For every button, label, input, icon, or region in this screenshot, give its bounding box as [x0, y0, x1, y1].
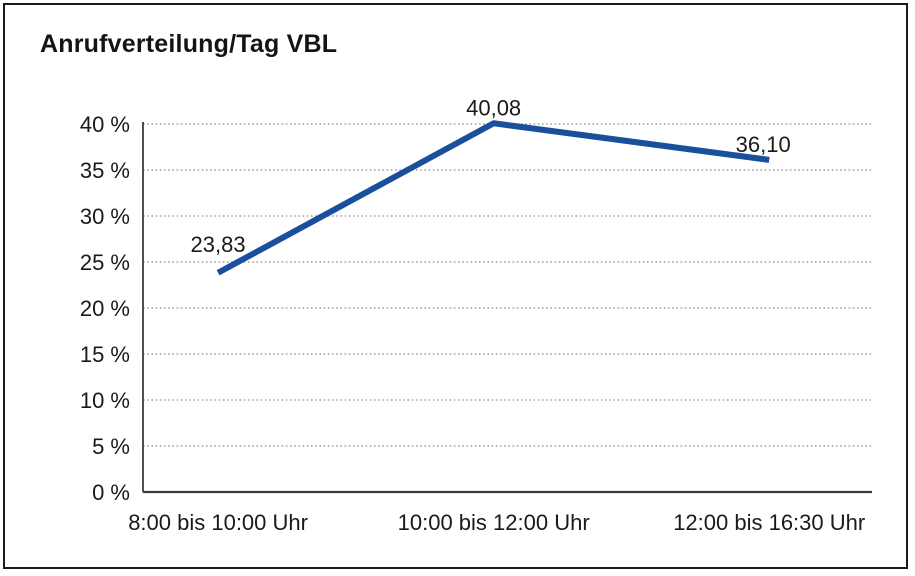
- y-tick-label: 5 %: [92, 434, 130, 459]
- series-line: [216, 120, 770, 276]
- y-tick-label: 20 %: [80, 296, 130, 321]
- y-tick-label: 15 %: [80, 342, 130, 367]
- x-tick-label: 8:00 bis 10:00 Uhr: [128, 510, 308, 535]
- data-point-label: 40,08: [466, 95, 521, 120]
- y-tick-label: 40 %: [80, 112, 130, 137]
- chart-title: Anrufverteilung/Tag VBL: [40, 30, 338, 58]
- data-point-label: 23,83: [191, 232, 246, 257]
- y-tick-label: 0 %: [92, 480, 130, 505]
- y-tick-label: 30 %: [80, 204, 130, 229]
- y-tick-label: 10 %: [80, 388, 130, 413]
- y-tick-label: 35 %: [80, 158, 130, 183]
- chart-frame: [3, 3, 908, 569]
- data-point-label: 36,10: [736, 132, 791, 157]
- y-tick-label: 25 %: [80, 250, 130, 275]
- x-tick-label: 12:00 bis 16:30 Uhr: [673, 510, 865, 535]
- x-tick-label: 10:00 bis 12:00 Uhr: [398, 510, 590, 535]
